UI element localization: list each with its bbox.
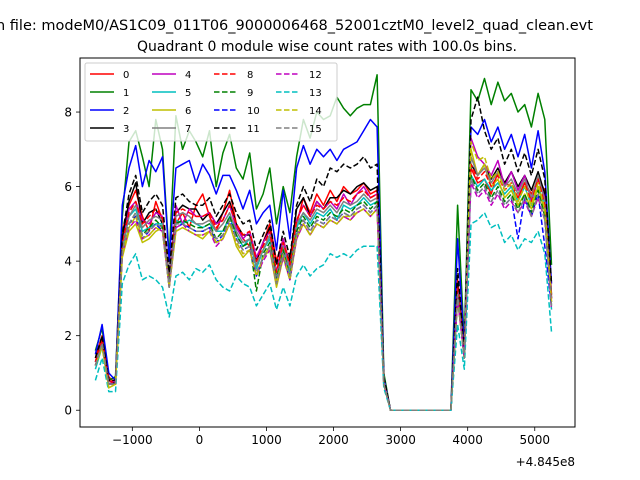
x-tick-label: 4000 [452, 433, 483, 447]
y-tick-label: 6 [64, 180, 72, 194]
legend-label-14: 14 [309, 106, 322, 117]
y-tick-label: 0 [64, 404, 72, 418]
chart-title: Quadrant 0 module wise count rates with … [137, 39, 517, 55]
y-tick-label: 8 [64, 106, 72, 120]
x-tick-label: −1000 [112, 433, 153, 447]
series-line-11 [94, 96, 553, 411]
x-offset-label: +4.845e8 [516, 455, 575, 469]
legend-label-6: 6 [185, 106, 191, 117]
series-line-9 [94, 174, 553, 411]
lines-layer [94, 74, 553, 411]
axes-frame [79, 57, 576, 428]
y-tick-label: 4 [64, 255, 72, 269]
legend-label-11: 11 [247, 124, 260, 135]
ticks-layer: −1000 0 1000 2000 3000 4000 5000 0 2 4 6 8 [64, 106, 550, 447]
legend-label-2: 2 [123, 106, 129, 117]
series-line-13 [94, 211, 553, 411]
legend-label-13: 13 [309, 88, 322, 99]
legend-label-5: 5 [185, 88, 191, 99]
x-tick-label: 5000 [519, 433, 550, 447]
legend-label-3: 3 [123, 124, 129, 135]
suptitle: n file: modeM0/AS1C09_011T06_9000006468_… [0, 18, 593, 34]
x-tick-label: 3000 [385, 433, 416, 447]
legend-label-0: 0 [123, 70, 129, 81]
series-line-15 [94, 178, 553, 411]
x-tick-label: 1000 [251, 433, 282, 447]
series-line-8 [94, 163, 553, 411]
legend-label-1: 1 [123, 88, 129, 99]
x-tick-label: 0 [196, 433, 204, 447]
legend-label-15: 15 [309, 124, 322, 135]
legend-label-12: 12 [309, 70, 322, 81]
legend-label-4: 4 [185, 70, 191, 81]
y-tick-label: 2 [64, 329, 72, 343]
legend-label-10: 10 [247, 106, 260, 117]
legend-frame [84, 62, 338, 142]
x-tick-label: 2000 [318, 433, 349, 447]
legend-label-8: 8 [247, 70, 253, 81]
legend-label-7: 7 [185, 124, 191, 135]
series-line-2 [94, 118, 553, 411]
legend-label-9: 9 [247, 88, 253, 99]
